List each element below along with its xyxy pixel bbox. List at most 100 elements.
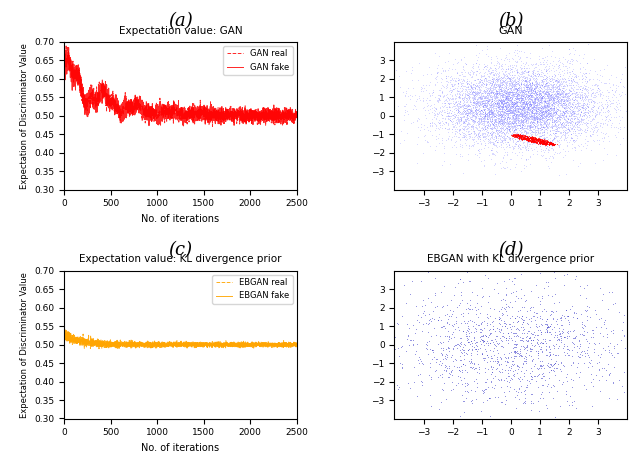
Point bbox=[509, 131, 519, 139]
Point bbox=[492, 143, 502, 151]
Point bbox=[495, 349, 506, 357]
Point bbox=[517, 334, 527, 341]
Point bbox=[447, 325, 458, 332]
Point bbox=[561, 352, 571, 359]
Point bbox=[545, 364, 556, 371]
Point bbox=[478, 114, 488, 122]
Point bbox=[517, 102, 527, 109]
Point bbox=[532, 335, 542, 343]
Point bbox=[507, 353, 517, 360]
Point bbox=[538, 137, 548, 145]
Point bbox=[436, 360, 446, 367]
Point bbox=[562, 354, 572, 362]
Point bbox=[525, 80, 535, 87]
Point bbox=[538, 122, 548, 130]
Point bbox=[437, 88, 447, 96]
Point bbox=[514, 353, 524, 360]
Point bbox=[511, 134, 521, 141]
Point bbox=[426, 91, 436, 99]
Point bbox=[532, 100, 542, 107]
Point bbox=[464, 361, 474, 368]
Point bbox=[496, 384, 506, 391]
Point bbox=[541, 118, 551, 125]
Point bbox=[435, 370, 445, 378]
Point bbox=[488, 326, 499, 334]
Point bbox=[509, 337, 520, 344]
Point bbox=[512, 343, 522, 350]
Point bbox=[550, 82, 560, 90]
Point bbox=[558, 60, 568, 68]
Point bbox=[454, 330, 465, 337]
Point bbox=[543, 135, 554, 143]
Point bbox=[538, 325, 548, 332]
Point bbox=[506, 355, 516, 362]
Point bbox=[526, 337, 536, 344]
Point bbox=[493, 290, 503, 297]
Point bbox=[547, 74, 557, 82]
Point bbox=[625, 97, 636, 105]
Point bbox=[467, 340, 477, 347]
Point bbox=[503, 107, 513, 114]
Point bbox=[524, 109, 534, 117]
Point bbox=[468, 142, 478, 149]
Point bbox=[497, 310, 507, 317]
Point bbox=[497, 87, 508, 95]
Point bbox=[430, 304, 440, 311]
Point bbox=[447, 86, 458, 93]
Point bbox=[593, 348, 604, 355]
Point bbox=[495, 365, 506, 372]
Point bbox=[558, 123, 568, 131]
Point bbox=[508, 113, 518, 121]
Point bbox=[472, 106, 483, 114]
Point bbox=[493, 95, 504, 102]
Point bbox=[513, 116, 523, 124]
Point bbox=[522, 113, 532, 121]
Point bbox=[458, 283, 468, 291]
Point bbox=[493, 328, 504, 336]
Point bbox=[486, 105, 496, 112]
Point bbox=[559, 75, 570, 83]
Point bbox=[481, 339, 492, 347]
Point bbox=[565, 361, 575, 369]
Point bbox=[582, 383, 592, 391]
Point bbox=[456, 68, 467, 76]
Point bbox=[465, 102, 476, 109]
Point bbox=[482, 88, 492, 95]
Point bbox=[443, 113, 453, 120]
Point bbox=[498, 345, 508, 352]
Point bbox=[496, 113, 506, 120]
Point bbox=[547, 90, 557, 98]
Point bbox=[422, 320, 433, 328]
Point bbox=[486, 108, 497, 115]
Point bbox=[548, 287, 558, 294]
Point bbox=[559, 333, 569, 341]
Point bbox=[547, 92, 557, 100]
Point bbox=[445, 359, 456, 366]
Point bbox=[458, 367, 468, 375]
Point bbox=[513, 334, 524, 341]
Point bbox=[590, 341, 600, 348]
Point bbox=[506, 340, 516, 347]
Point bbox=[564, 320, 575, 328]
Point bbox=[525, 303, 536, 311]
Point bbox=[513, 309, 523, 316]
Point bbox=[488, 323, 499, 330]
Point bbox=[483, 121, 493, 128]
Point bbox=[543, 325, 554, 332]
Point bbox=[451, 84, 461, 91]
Point bbox=[527, 137, 537, 144]
Point bbox=[446, 76, 456, 83]
Point bbox=[520, 112, 531, 120]
Point bbox=[582, 138, 593, 145]
Point bbox=[549, 91, 559, 98]
Point bbox=[515, 378, 525, 385]
Point bbox=[510, 125, 520, 133]
Point bbox=[513, 80, 523, 87]
Point bbox=[568, 75, 578, 82]
Point bbox=[425, 392, 435, 399]
Point bbox=[520, 136, 530, 143]
Point bbox=[567, 329, 577, 337]
Point bbox=[548, 140, 558, 147]
Point bbox=[537, 69, 547, 76]
Point bbox=[547, 305, 557, 312]
